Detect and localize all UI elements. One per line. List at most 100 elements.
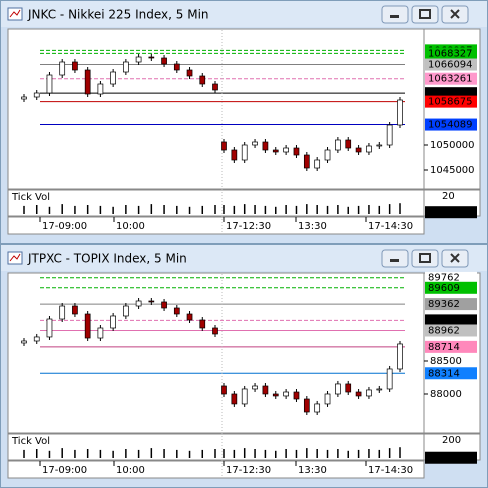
candle <box>110 71 116 85</box>
candle <box>324 393 331 405</box>
level-label: 1066094 <box>428 60 473 71</box>
candle <box>84 313 91 339</box>
maximize-button[interactable] <box>411 5 439 24</box>
price-axis <box>423 272 481 434</box>
level-label-bg <box>425 58 477 71</box>
candle <box>303 154 310 169</box>
candle <box>345 139 352 149</box>
time-label: 17-09:00 <box>42 465 87 476</box>
candle <box>59 61 66 76</box>
candle <box>72 305 78 315</box>
candle <box>199 75 206 85</box>
candle <box>186 69 193 77</box>
candle <box>173 307 180 315</box>
icon-box <box>7 251 23 265</box>
level-label: 1058675 <box>428 97 473 108</box>
candle <box>72 61 78 71</box>
candle <box>59 305 66 320</box>
time-label: 17-12:30 <box>226 465 271 476</box>
candle <box>262 385 269 395</box>
vol-current-label: 2 <box>446 207 452 218</box>
candle <box>221 141 227 151</box>
level-label-bg <box>425 271 477 284</box>
level-label-bg <box>425 324 477 337</box>
icon-line <box>9 253 21 262</box>
candle <box>148 56 155 59</box>
candle <box>293 147 300 156</box>
candle <box>97 327 104 339</box>
candle <box>314 403 321 413</box>
y-tick-label: 88000 <box>430 389 462 400</box>
time-label: 10:00 <box>116 465 145 476</box>
candle <box>252 385 258 390</box>
minimize-button[interactable] <box>381 5 409 24</box>
time-axis <box>7 216 425 235</box>
candle <box>46 318 53 338</box>
time-label: 10:00 <box>116 221 145 232</box>
candle <box>293 391 300 400</box>
level-label: 88314 <box>428 368 460 379</box>
vol-area <box>7 189 425 217</box>
time-label: 17-14:30 <box>368 221 413 232</box>
level-label: 1060364 <box>428 88 473 99</box>
y-tick-label: 1045000 <box>430 165 475 176</box>
candle <box>272 149 279 153</box>
level-label: 89762 <box>428 273 460 284</box>
candle <box>335 139 341 151</box>
candle <box>252 141 258 146</box>
candle <box>397 99 403 126</box>
max-glyph <box>419 9 431 19</box>
candle <box>314 159 321 169</box>
time-label: 13:30 <box>298 465 327 476</box>
candle <box>33 336 40 342</box>
level-label-bg <box>425 340 477 353</box>
candle <box>212 83 218 91</box>
window-title: JNKC - Nikkei 225 Index, 5 Min <box>27 8 209 22</box>
minimize-button[interactable] <box>381 249 409 268</box>
candle <box>161 301 167 309</box>
plot-area <box>7 28 425 190</box>
candle <box>110 315 116 329</box>
vol-max-label: 200 <box>442 435 461 446</box>
time-label: 17-12:30 <box>226 221 271 232</box>
y-tick-label: 88500 <box>430 356 462 367</box>
level-label: 88962 <box>428 325 460 336</box>
y-tick-label: 1050000 <box>430 140 475 151</box>
candle <box>303 398 310 413</box>
level-label-bg <box>425 72 477 85</box>
candle <box>123 61 129 73</box>
candle <box>161 57 167 65</box>
level-label: 1063261 <box>428 74 473 85</box>
candle <box>123 305 129 317</box>
candle <box>366 145 372 153</box>
level-label: 1054089 <box>428 120 473 131</box>
candle <box>186 313 193 321</box>
candle <box>135 56 142 63</box>
icon-line <box>9 9 21 18</box>
level-label-bg <box>425 314 477 327</box>
candle <box>262 141 269 151</box>
vol-label: Tick Vol <box>11 192 50 203</box>
candle <box>283 147 289 153</box>
level-label: 89609 <box>428 283 460 294</box>
level-label: 89115 <box>428 315 460 326</box>
vol-current-label: 3 <box>446 453 452 464</box>
maximize-button[interactable] <box>411 249 439 268</box>
level-label-bg <box>425 298 477 311</box>
candle <box>33 92 40 98</box>
candle <box>173 63 180 71</box>
close-glyph <box>450 253 460 263</box>
candle <box>386 124 393 146</box>
candle <box>135 300 142 307</box>
level-label-bg <box>425 47 477 60</box>
plot-area <box>7 272 425 434</box>
candle <box>21 96 27 100</box>
window-title: JTPXC - TOPIX Index, 5 Min <box>27 252 187 266</box>
time-label: 13:30 <box>298 221 327 232</box>
time-label: 17-09:00 <box>42 221 87 232</box>
candle <box>21 340 27 344</box>
level-label: 88714 <box>428 342 460 353</box>
vol-current-bg <box>425 451 477 464</box>
vol-max-label: 20 <box>442 191 455 202</box>
candle <box>324 149 331 161</box>
